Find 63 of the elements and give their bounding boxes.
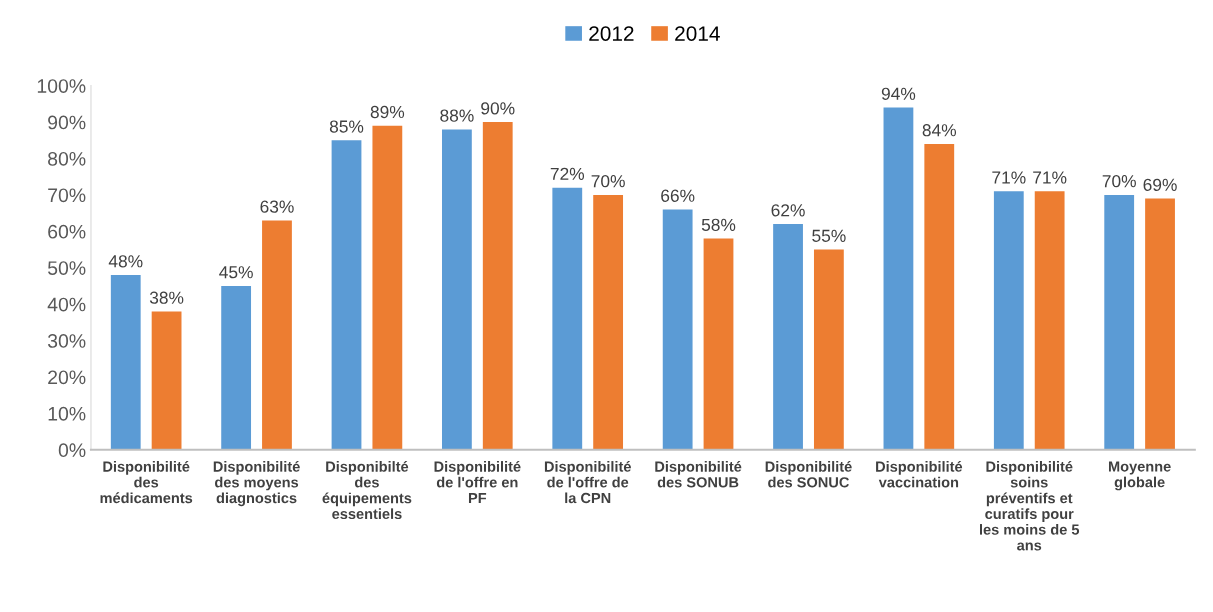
x-tick-label: Disponibilité vaccination: [876, 460, 963, 488]
bar: [552, 187, 583, 450]
bar: [813, 249, 844, 450]
bar: [221, 285, 252, 450]
x-tick-label: Disponibilité des médicaments: [100, 460, 193, 504]
x-tick-label: Moyenne globale: [1108, 461, 1171, 491]
data-label: 70%: [1102, 175, 1136, 188]
data-label: 48%: [108, 255, 143, 268]
bar: [773, 224, 803, 450]
data-label: 71%: [1033, 171, 1067, 184]
bar: [331, 140, 362, 450]
bar: [993, 191, 1024, 450]
data-label: 45%: [219, 266, 253, 279]
x-tick-label: Disponibilté des équipements essentiels: [322, 460, 412, 520]
data-label: 72%: [550, 167, 585, 180]
bar: [262, 220, 292, 450]
bar: [110, 275, 141, 450]
bar: [1104, 194, 1135, 450]
data-label: 89%: [370, 105, 405, 119]
x-tick-label: Disponibilité des SONUC: [765, 460, 852, 488]
y-tick-label: 20%: [48, 370, 86, 385]
bar: [151, 311, 182, 450]
data-label: 84%: [922, 124, 957, 137]
data-label: 62%: [771, 204, 805, 217]
data-label: 70%: [591, 175, 625, 188]
bar: [1034, 191, 1065, 450]
y-tick-label: 30%: [47, 334, 86, 348]
y-tick-label: 50%: [47, 261, 86, 275]
y-tick-label: 10%: [48, 406, 86, 421]
x-tick-label: Disponibilité de l'offre de la CPN: [544, 460, 631, 504]
y-tick-label: 60%: [48, 224, 86, 239]
data-label: 38%: [149, 291, 184, 304]
legend-label: 2014: [675, 26, 720, 41]
data-label: 58%: [701, 218, 736, 232]
data-label: 94%: [881, 87, 916, 100]
data-label: 55%: [812, 229, 846, 242]
data-label: 71%: [992, 171, 1026, 184]
bar: [372, 125, 403, 450]
data-label: 63%: [260, 200, 294, 213]
y-tick-label: 80%: [48, 151, 86, 166]
bar: [924, 143, 955, 450]
bar: [441, 129, 472, 450]
y-tick-label: 100%: [37, 79, 86, 93]
data-label: 69%: [1143, 178, 1177, 191]
data-label: 90%: [481, 102, 515, 115]
y-tick-label: 70%: [48, 188, 86, 203]
x-tick-label: Disponibilité des SONUB: [655, 460, 742, 488]
data-label: 85%: [329, 120, 364, 133]
data-label: 66%: [661, 189, 695, 202]
bar: [662, 209, 693, 450]
bar: [883, 107, 914, 450]
x-tick-label: Disponibilité de l'offre en PF: [434, 460, 521, 504]
bar: [703, 238, 734, 450]
x-tick-label: Disponibilité des moyens diagnostics: [213, 460, 300, 507]
data-label: 88%: [440, 109, 474, 122]
y-tick-label: 40%: [47, 297, 86, 312]
bar: [593, 194, 624, 450]
y-tick-label: 0%: [58, 443, 86, 458]
legend-label: 2012: [589, 26, 634, 41]
bar: [1145, 198, 1175, 450]
y-tick-label: 90%: [48, 115, 86, 130]
bar: [482, 122, 513, 450]
x-tick-label: Disponibilité soins préventifs et curatifs pour les moins de 5 ans: [980, 460, 1080, 551]
